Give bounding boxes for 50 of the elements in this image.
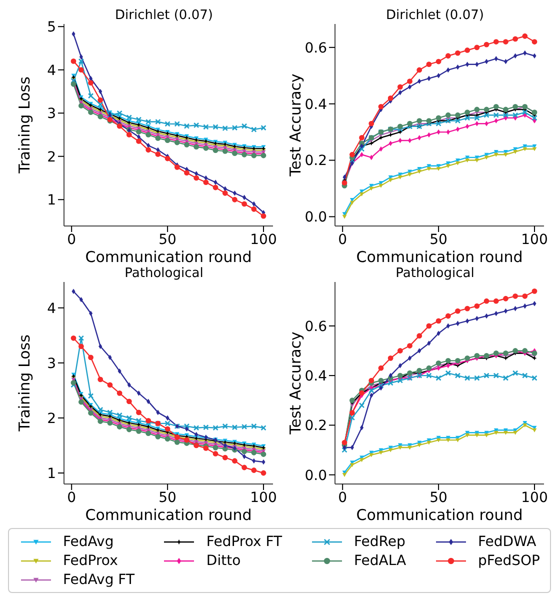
x-tick-label: 100 bbox=[521, 490, 548, 506]
y-tick-label: 0.0 bbox=[304, 210, 327, 226]
y-axis-title: Training Loss bbox=[15, 76, 34, 174]
x-tick-label: 100 bbox=[250, 232, 277, 248]
y-tick-label: 2 bbox=[47, 149, 56, 166]
x-tick-label: 50 bbox=[430, 232, 448, 248]
x-tick-label: 50 bbox=[430, 490, 448, 506]
legend-label: pFedSOP bbox=[478, 552, 540, 568]
legend-label: FedDWA bbox=[478, 534, 536, 550]
y-tick-label: 0.4 bbox=[304, 96, 328, 113]
x-tick-label: 0 bbox=[338, 490, 348, 506]
legend-label: FedALA bbox=[354, 552, 406, 568]
x-tick-label: 100 bbox=[521, 232, 548, 248]
x-axis-title: Communication round bbox=[356, 506, 523, 524]
y-axis-title: Training Loss bbox=[15, 334, 34, 432]
y-tick-label: 0.0 bbox=[304, 468, 327, 484]
x-tick-label: 0 bbox=[67, 232, 76, 248]
y-axis-title: Test Accuracy bbox=[286, 73, 304, 178]
legend-label: FedRep bbox=[354, 534, 406, 550]
legend-label: FedProx FT bbox=[206, 534, 282, 550]
chart-title: Dirichlet (0.07) bbox=[385, 8, 485, 23]
x-tick-label: 0 bbox=[338, 232, 348, 248]
legend-label: FedAvg FT bbox=[63, 572, 135, 588]
x-tick-label: 50 bbox=[158, 232, 176, 248]
x-tick-label: 0 bbox=[67, 490, 76, 506]
chart-title: Pathological bbox=[394, 266, 476, 281]
legend-label: Ditto bbox=[206, 552, 241, 568]
y-tick-label: 4 bbox=[47, 300, 56, 317]
y-tick-label: 3 bbox=[47, 356, 56, 372]
y-tick-label: 0.6 bbox=[304, 40, 328, 56]
x-tick-label: 100 bbox=[250, 490, 277, 506]
chart-title: Dirichlet (0.07) bbox=[115, 8, 213, 23]
y-tick-label: 1 bbox=[47, 192, 56, 209]
y-tick-label: 0.2 bbox=[304, 418, 327, 434]
y-tick-label: 0.4 bbox=[304, 368, 328, 385]
y-tick-label: 3 bbox=[47, 106, 56, 122]
chart-title: Pathological bbox=[124, 266, 204, 281]
legend-label: FedProx bbox=[63, 552, 118, 568]
x-tick-label: 50 bbox=[158, 490, 176, 506]
x-axis-title: Communication round bbox=[356, 248, 523, 266]
y-axis-title: Test Accuracy bbox=[286, 331, 304, 436]
y-tick-label: 1 bbox=[47, 466, 56, 482]
x-axis-title: Communication round bbox=[85, 248, 252, 266]
x-axis-title: Communication round bbox=[85, 506, 252, 524]
y-tick-label: 0.2 bbox=[304, 153, 327, 170]
legend-label: FedAvg bbox=[63, 534, 114, 550]
y-tick-label: 4 bbox=[47, 62, 56, 79]
y-tick-label: 0.6 bbox=[304, 318, 328, 335]
y-tick-label: 5 bbox=[47, 20, 56, 36]
y-tick-label: 2 bbox=[47, 410, 56, 427]
